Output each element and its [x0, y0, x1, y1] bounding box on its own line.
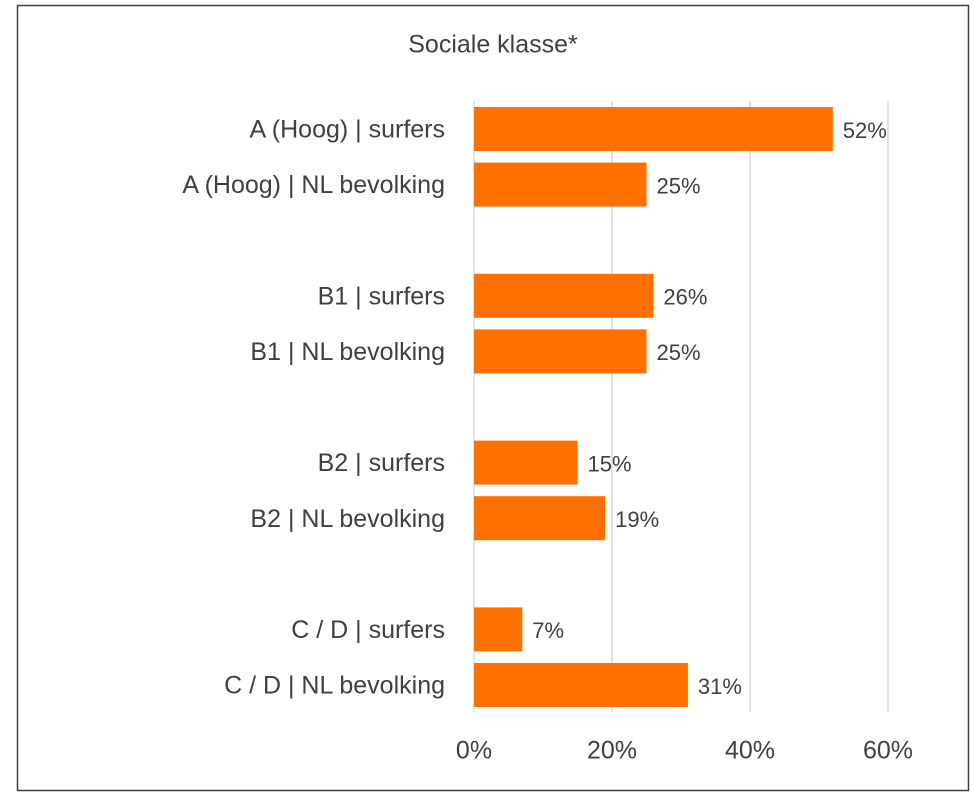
x-tick-label: 40%	[725, 737, 775, 765]
y-tick-label: C / D | NL bevolking	[224, 672, 445, 700]
bar	[474, 607, 523, 652]
chart-title: Sociale klasse*	[408, 31, 578, 59]
value-label: 19%	[615, 507, 659, 532]
value-label: 25%	[657, 173, 701, 198]
y-tick-label: A (Hoog) | surfers	[250, 116, 445, 144]
bar	[474, 440, 578, 485]
y-tick-label: B1 | NL bevolking	[250, 338, 445, 366]
value-label: 25%	[657, 340, 701, 365]
value-label: 26%	[663, 285, 707, 310]
bar	[474, 107, 833, 151]
bar	[474, 162, 647, 207]
bar	[474, 273, 654, 318]
y-tick-label: B2 | surfers	[318, 449, 445, 477]
bar	[474, 496, 606, 541]
y-tick-label: A (Hoog) | NL bevolking	[182, 171, 445, 199]
value-label: 7%	[532, 618, 564, 643]
bar	[474, 663, 688, 707]
y-tick-label: B1 | surfers	[318, 282, 445, 310]
value-label: 52%	[843, 118, 887, 143]
y-tick-label: C / D | surfers	[291, 616, 445, 644]
bar	[474, 329, 647, 374]
x-tick-label: 60%	[863, 737, 913, 765]
value-label: 15%	[588, 451, 632, 476]
value-label: 31%	[698, 674, 742, 699]
x-tick-label: 0%	[456, 737, 492, 765]
x-tick-label: 20%	[587, 737, 637, 765]
y-tick-label: B2 | NL bevolking	[250, 505, 445, 533]
